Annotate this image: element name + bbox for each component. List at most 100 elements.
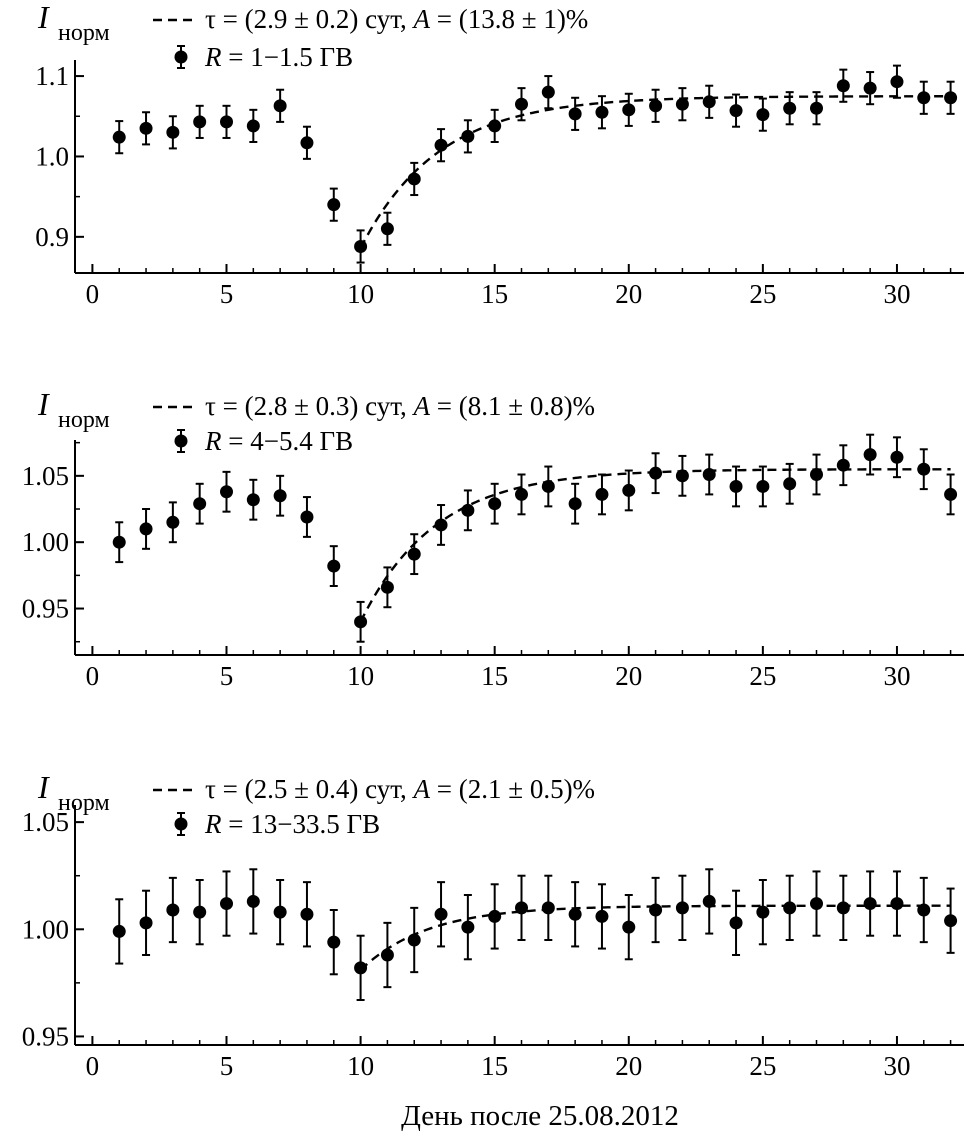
point-marker	[461, 129, 475, 143]
point-marker	[434, 138, 448, 152]
data-point	[568, 881, 582, 948]
data-point	[246, 108, 260, 143]
point-marker	[246, 894, 260, 908]
point-marker	[139, 916, 153, 930]
y-label-subscript: норм	[58, 407, 110, 433]
data-point	[944, 887, 958, 954]
x-tick-label: 20	[615, 279, 642, 309]
legend-fit-text: τ = (2.5 ± 0.4) сут, A = (2.1 ± 0.5)%	[205, 774, 595, 804]
x-tick-label: 15	[481, 279, 508, 309]
point-marker	[327, 935, 341, 949]
y-label-symbol: I	[37, 386, 50, 422]
point-marker	[783, 477, 797, 491]
point-marker	[327, 559, 341, 573]
point-marker	[622, 483, 636, 497]
x-tick-label: 10	[347, 279, 374, 309]
data-point	[783, 874, 797, 941]
data-point	[407, 906, 421, 974]
point-marker	[863, 448, 877, 462]
point-marker	[300, 136, 314, 150]
legend-fit-text: τ = (2.9 ± 0.2) сут, A = (13.8 ± 1)%	[205, 4, 588, 34]
data-point	[139, 508, 153, 550]
data-point	[810, 870, 823, 937]
data-point	[541, 874, 555, 941]
x-tick-label: 0	[86, 1051, 100, 1081]
data-point	[380, 566, 394, 609]
point-marker	[166, 903, 180, 917]
y-tick-label: 0.95	[22, 1021, 69, 1051]
point-marker	[273, 905, 287, 919]
data-point	[863, 870, 877, 937]
point-marker	[810, 897, 823, 911]
y-tick-label: 1.00	[22, 527, 69, 557]
point-marker	[756, 108, 770, 122]
point-marker	[675, 901, 689, 915]
data-point	[220, 104, 233, 139]
point-marker	[488, 119, 502, 133]
point-marker	[890, 75, 904, 89]
point-marker	[729, 916, 743, 930]
data-point	[783, 91, 797, 126]
point-marker	[515, 487, 528, 501]
point-marker	[461, 503, 475, 517]
point-marker	[220, 115, 233, 129]
chart-panel-2: 0 5 10 15 20 25 30 0.95 1.00 1.05 I норм	[22, 386, 964, 691]
fit-params: τ = (2.5 ± 0.4) сут,	[205, 774, 414, 804]
point-marker	[568, 907, 582, 921]
point-marker	[810, 468, 823, 482]
data-point	[327, 187, 341, 222]
x-tick-label: 5	[220, 1051, 234, 1081]
data-point	[675, 454, 689, 497]
data-point	[622, 92, 636, 127]
data-point	[515, 473, 528, 516]
point-marker	[515, 901, 528, 915]
data-point	[354, 229, 368, 264]
data-point	[461, 894, 475, 961]
point-marker	[944, 487, 958, 501]
chart-panel-1: 0 5 10 15 20 25 30 0.9 1.0 1.1 I норм	[35, 0, 964, 309]
point-marker	[810, 101, 823, 115]
y-tick-label: 1.0	[35, 141, 69, 171]
point-marker	[380, 948, 394, 962]
data-point	[300, 881, 314, 948]
point-marker	[622, 103, 636, 117]
point-marker	[756, 905, 770, 919]
y-label-subscript: норм	[58, 20, 110, 46]
point-marker	[434, 518, 448, 532]
point-marker	[273, 99, 287, 113]
point-marker	[836, 901, 850, 915]
data-point	[354, 600, 368, 643]
point-marker	[649, 903, 663, 917]
point-marker	[541, 85, 555, 99]
data-point	[112, 120, 126, 155]
data-point	[166, 501, 180, 544]
data-point	[488, 883, 502, 950]
point-marker	[675, 469, 689, 483]
x-tick-label: 20	[615, 1051, 642, 1081]
data-point	[649, 88, 663, 123]
data-point	[407, 533, 421, 576]
point-marker	[890, 450, 904, 464]
point-marker	[890, 897, 904, 911]
data-point	[783, 462, 797, 505]
data-point	[488, 482, 502, 525]
point-marker	[112, 130, 126, 144]
data-point	[917, 448, 931, 491]
data-point	[461, 489, 475, 532]
data-point	[863, 71, 877, 106]
point-marker	[649, 466, 663, 480]
point-marker	[836, 458, 850, 472]
chart-panel-3: 0 5 10 15 20 25 30 0.95 1.00 1.05I норм День после …	[22, 769, 964, 1132]
legend-data-text: R = 1−1.5 ГВ	[204, 42, 353, 72]
point-marker	[756, 479, 770, 493]
point-marker	[407, 172, 421, 186]
y-tick-label: 1.05	[22, 807, 69, 837]
point-marker	[246, 493, 260, 507]
data-point	[863, 433, 877, 476]
data-point	[380, 211, 394, 246]
point-marker	[595, 487, 609, 501]
data-point	[407, 161, 421, 197]
point-marker	[702, 894, 716, 908]
legend-data	[174, 45, 188, 69]
